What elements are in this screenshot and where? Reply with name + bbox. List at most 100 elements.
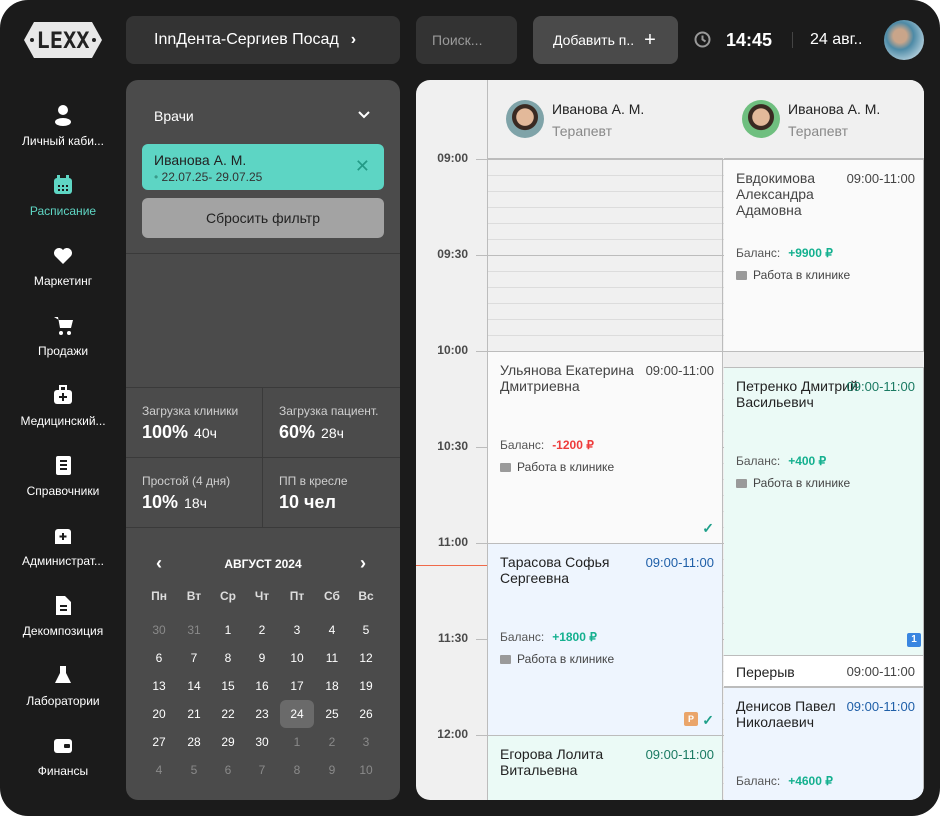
- payment-badge: Р: [684, 712, 698, 726]
- calendar-day[interactable]: 14: [187, 679, 201, 693]
- calendar-day[interactable]: 7: [190, 651, 198, 665]
- sidebar-item-9[interactable]: Финансы: [0, 734, 126, 778]
- calendar-day[interactable]: 11: [325, 651, 339, 665]
- doctor-filter-chip[interactable]: Иванова А. М. • 22.07.25- 29.07.25 ✕: [142, 144, 384, 190]
- calendar-day[interactable]: 7: [258, 763, 266, 777]
- calendar-day[interactable]: 4: [155, 763, 163, 777]
- calendar-day[interactable]: 20: [152, 707, 166, 721]
- user-avatar[interactable]: [884, 20, 924, 60]
- calendar-day[interactable]: 9: [258, 651, 266, 665]
- calendar-day[interactable]: 2: [328, 735, 336, 749]
- calendar-day[interactable]: 18: [325, 679, 339, 693]
- patient-name: Егорова Лолита Витальевна: [500, 746, 604, 778]
- patient-name: Денисов Павел Николаевич: [736, 698, 836, 730]
- grid-line: [488, 287, 924, 288]
- grid-line: [488, 175, 924, 176]
- doctor-header[interactable]: Иванова А. М. Терапевт: [724, 80, 924, 159]
- appointment-time: 09:00-11:00: [846, 699, 915, 714]
- clinic-selector[interactable]: InnДента-Сергиев Посад ›: [126, 16, 400, 64]
- calendar-day[interactable]: 12: [359, 651, 373, 665]
- appointment-card[interactable]: Егорова Лолита Витальевна 09:00-11:00: [488, 735, 722, 800]
- stat-value: 10 чел: [279, 492, 399, 513]
- calendar-day[interactable]: 1: [293, 735, 301, 749]
- prev-month-button[interactable]: ‹: [156, 553, 162, 573]
- sidebar-item-8[interactable]: Лаборатории: [0, 664, 126, 708]
- calendar-day[interactable]: 29: [221, 735, 235, 749]
- patient-name: Петренко Дмитрий Васильевич: [736, 378, 858, 410]
- stat-label: Загрузка пациент.: [279, 404, 379, 418]
- next-month-button[interactable]: ›: [360, 553, 366, 573]
- appointment-card[interactable]: Ульянова Екатерина Дмитриевна 09:00-11:00…: [488, 351, 722, 543]
- stat-hours: 28ч: [321, 425, 344, 441]
- calendar-day[interactable]: 3: [362, 735, 370, 749]
- logo-text: LEXX: [37, 29, 90, 54]
- calendar-day[interactable]: 31: [187, 623, 201, 637]
- calendar-day[interactable]: 6: [155, 651, 163, 665]
- calendar-day[interactable]: 3: [293, 623, 301, 637]
- break-slot[interactable]: Перерыв 09:00-11:00: [724, 655, 923, 687]
- sidebar-item-label: Продажи: [37, 344, 89, 358]
- calendar-day[interactable]: 10: [290, 651, 304, 665]
- calendar-day[interactable]: 27: [152, 735, 166, 749]
- calendar-day[interactable]: 21: [187, 707, 201, 721]
- appointment-card[interactable]: Евдокимова Александра Адамовна 09:00-11:0…: [724, 159, 923, 351]
- chevron-down-icon[interactable]: [358, 111, 370, 120]
- search-input[interactable]: Поиск...: [416, 16, 517, 64]
- sidebar-item-3[interactable]: Продажи: [0, 314, 126, 358]
- calendar-day[interactable]: 1: [224, 623, 232, 637]
- doctor-header[interactable]: Иванова А. М. Терапевт: [488, 80, 723, 159]
- calendar-day[interactable]: 9: [328, 763, 336, 777]
- appointment-card[interactable]: Денисов Павел Николаевич 09:00-11:00 Балан…: [724, 687, 923, 800]
- calendar-day[interactable]: 5: [190, 763, 198, 777]
- grid-line: [488, 191, 924, 192]
- calendar-day[interactable]: 4: [328, 623, 336, 637]
- calendar-day[interactable]: 25: [325, 707, 339, 721]
- calendar-day[interactable]: 10: [359, 763, 373, 777]
- sidebar-item-1[interactable]: Расписание: [0, 174, 126, 218]
- grid-line: [488, 335, 924, 336]
- calendar-day[interactable]: 26: [359, 707, 373, 721]
- balance-label: Баланс:: [736, 246, 781, 260]
- balance-label: Баланс:: [736, 774, 781, 788]
- sidebar-item-7[interactable]: Декомпозиция: [0, 594, 126, 638]
- appointment-card[interactable]: Тарасова Софья Сергеевна 09:00-11:00 Балан…: [488, 543, 722, 735]
- plus-icon: +: [644, 28, 656, 51]
- appointment-time: 09:00-11:00: [645, 747, 714, 762]
- calendar-day[interactable]: 16: [255, 679, 269, 693]
- wallet-icon: [52, 734, 74, 756]
- calendar-day[interactable]: 13: [152, 679, 166, 693]
- calendar-day[interactable]: 8: [224, 651, 232, 665]
- calendar-day[interactable]: 23: [255, 707, 269, 721]
- chevron-right-icon: ›: [350, 31, 357, 48]
- sidebar-item-label: Медицинский...: [20, 414, 106, 428]
- lexx-logo[interactable]: LEXX: [24, 22, 102, 58]
- calendar-day[interactable]: 19: [359, 679, 373, 693]
- reset-filter-button[interactable]: Сбросить фильтр: [142, 198, 384, 238]
- calendar-day[interactable]: 15: [221, 679, 235, 693]
- current-date[interactable]: 24 авг..: [810, 31, 863, 48]
- close-icon[interactable]: ✕: [354, 156, 370, 176]
- check-icon: ✓: [702, 712, 714, 728]
- calendar-day[interactable]: 28: [187, 735, 201, 749]
- calendar-day[interactable]: 17: [290, 679, 304, 693]
- stat-hours: 40ч: [194, 425, 217, 441]
- calendar-day[interactable]: 24: [280, 700, 314, 728]
- sidebar-item-2[interactable]: Маркетинг: [0, 244, 126, 288]
- calendar-day[interactable]: 2: [258, 623, 266, 637]
- time-label: 10:00: [437, 343, 468, 357]
- balance-label: Баланс:: [736, 454, 781, 468]
- sidebar-item-4[interactable]: Медицинский...: [0, 384, 126, 428]
- calendar-day[interactable]: 8: [293, 763, 301, 777]
- appointment-note: Работа в клинике: [500, 460, 614, 474]
- calendar-day[interactable]: 6: [224, 763, 232, 777]
- add-patient-button[interactable]: Добавить п.. +: [533, 16, 678, 64]
- sidebar-item-5[interactable]: Справочники: [0, 454, 126, 498]
- appointment-card[interactable]: Петренко Дмитрий Васильевич 09:00-11:00 Ба…: [724, 367, 923, 655]
- calendar-day[interactable]: 22: [221, 707, 235, 721]
- calendar-day[interactable]: 30: [255, 735, 269, 749]
- sidebar-item-6[interactable]: Администрат...: [0, 524, 126, 568]
- sidebar-item-0[interactable]: Личный каби...: [0, 104, 126, 148]
- calendar-day[interactable]: 5: [362, 623, 370, 637]
- time-label: 10:30: [437, 439, 468, 453]
- calendar-day[interactable]: 30: [152, 623, 166, 637]
